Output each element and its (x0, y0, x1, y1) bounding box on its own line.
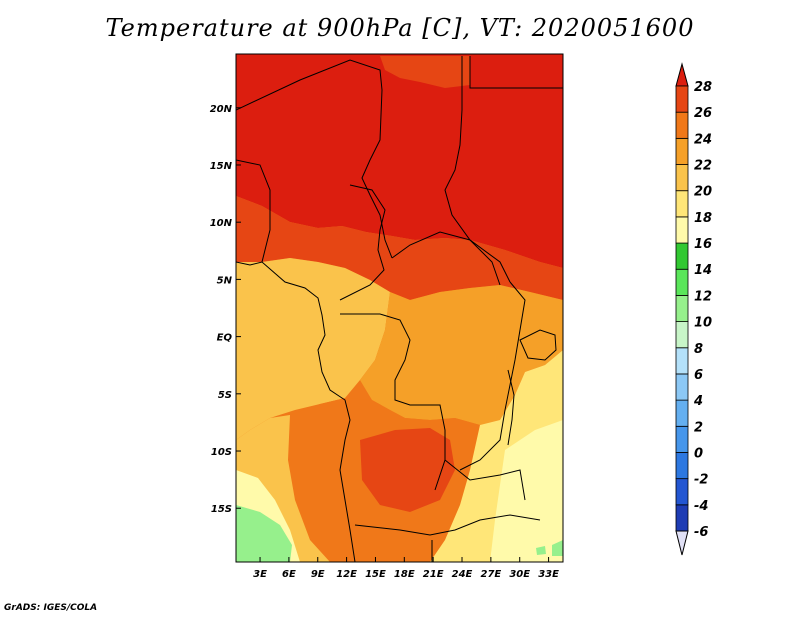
x-tick-label: 27E (480, 569, 501, 580)
field-north-patch-28b (380, 56, 470, 88)
colorbar-segment (675, 478, 689, 506)
y-tick-label: 5N (217, 275, 233, 286)
colorbar-label: 16 (694, 237, 712, 252)
x-tick-label: 3E (253, 569, 267, 580)
colorbar-label: 18 (694, 211, 712, 226)
y-tick-label: 15S (211, 504, 232, 515)
y-tick-label: 20N (210, 104, 233, 115)
field-green-spot-a (552, 540, 563, 556)
plot-frame (235, 53, 564, 563)
y-tick-label: 10N (210, 218, 233, 229)
colorbar-label: 0 (694, 446, 703, 461)
border-congo-drc (340, 313, 446, 491)
country-borders (236, 56, 563, 562)
colorbar-segment (675, 137, 689, 165)
colorbar-label: 14 (694, 263, 712, 278)
colorbar-segment (675, 321, 689, 349)
border-sahel (236, 59, 393, 259)
border-drc-east (459, 281, 526, 471)
colorbar-label: -2 (694, 473, 708, 488)
x-tick-label: 18E (394, 569, 415, 580)
colorbar-segment (675, 295, 689, 322)
colorbar-label: 20 (694, 185, 712, 200)
y-tick-label: 15N (210, 161, 233, 172)
colorbar-segment (675, 111, 689, 139)
colorbar-label: 22 (694, 159, 712, 174)
colorbar-label: 2 (694, 420, 703, 435)
y-tick-label: EQ (217, 333, 233, 344)
x-tick-label: 33E (538, 569, 559, 580)
coastline-west (236, 261, 356, 562)
y-axis: 20N 15N 10N 5N EQ 5S 10S 15S (210, 104, 241, 515)
field-north-28 (236, 54, 563, 268)
colorbar-segment (675, 190, 689, 218)
field-congo-22 (360, 285, 563, 425)
colorbar-top-arrow (675, 62, 689, 87)
colorbar-label: 12 (694, 289, 712, 304)
field-namibia-12 (236, 505, 292, 562)
border-zambia (444, 459, 526, 501)
colorbar-segment (675, 425, 689, 453)
x-axis: 3E 6E 9E 12E 15E 18E 21E 24E 27E 30E 33E (253, 557, 559, 580)
border-angola-south (354, 514, 541, 536)
border-misc-2 (469, 56, 563, 89)
colorbar-label: 8 (694, 342, 703, 357)
border-chad-sudan (444, 56, 501, 286)
colorbar-label: -6 (694, 525, 708, 540)
colorbar-label: 10 (694, 316, 712, 331)
x-tick-label: 15E (365, 569, 386, 580)
border-car (391, 231, 511, 283)
colorbar-segment (675, 347, 689, 375)
x-tick-label: 6E (282, 569, 296, 580)
lake-victoria (519, 329, 557, 361)
temperature-field (236, 54, 563, 562)
border-nigeria-cameroon (339, 184, 386, 301)
chart-title: Temperature at 900hPa [C], VT: 202005160… (105, 14, 695, 42)
colorbar-label: 24 (694, 132, 712, 147)
x-tick-label: 21E (423, 569, 444, 580)
colorbar-segment (675, 268, 689, 296)
colorbar-label: -4 (694, 499, 708, 514)
colorbar-segment (675, 164, 689, 192)
x-tick-label: 12E (336, 569, 357, 580)
colorbar-label: 26 (694, 106, 712, 121)
field-west-20 (236, 258, 390, 440)
field-southeast-16 (490, 420, 563, 562)
colorbar-bottom-arrow (675, 530, 689, 556)
y-tick-label: 10S (211, 447, 232, 458)
field-angola-hot-26 (360, 428, 455, 512)
field-green-spot-b (536, 546, 546, 555)
colorbar-segment (675, 85, 689, 113)
border-misc-1 (236, 159, 271, 263)
colorbar-label: 28 (694, 80, 712, 95)
colorbar-segment (675, 373, 689, 401)
colorbar-segment (675, 452, 689, 480)
x-tick-label: 30E (509, 569, 530, 580)
lake-tanganyika (507, 369, 515, 446)
x-tick-label: 9E (311, 569, 325, 580)
colorbar-segment (675, 242, 689, 270)
colorbar-segment (675, 216, 689, 244)
x-tick-label: 24E (452, 569, 473, 580)
colorbar-segment (675, 399, 689, 427)
colorbar-label: 6 (694, 368, 703, 383)
field-central-26 (236, 196, 563, 300)
grads-credit: GrADS: IGES/COLA (4, 603, 98, 613)
colorbar-label: 4 (693, 394, 703, 409)
y-tick-label: 5S (218, 390, 232, 401)
colorbar-segment (675, 504, 689, 532)
